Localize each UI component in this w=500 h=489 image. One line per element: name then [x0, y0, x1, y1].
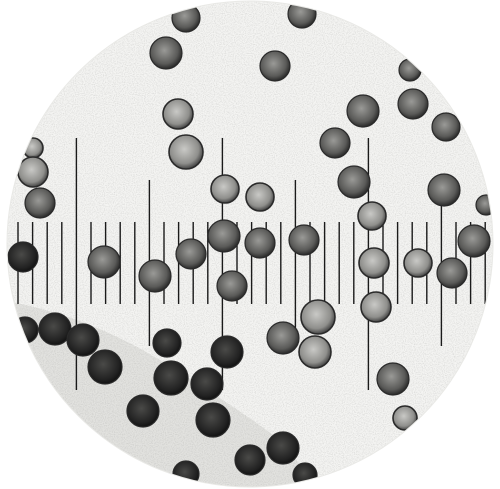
blood-cell: [431, 112, 461, 142]
blood-cell: [22, 137, 44, 159]
blood-cell: [172, 460, 200, 487]
blood-cell: [210, 335, 244, 369]
blood-cell: [266, 431, 300, 465]
blood-cell: [153, 360, 189, 396]
blood-cell: [66, 323, 100, 357]
blood-cell: [162, 98, 194, 130]
blood-cell: [168, 134, 204, 170]
blood-cell: [17, 156, 49, 188]
blood-cell: [266, 321, 300, 355]
blood-cell: [358, 247, 390, 279]
blood-cell: [190, 367, 224, 401]
blood-cell: [427, 173, 461, 207]
blood-cell: [403, 248, 433, 278]
blood-cell: [397, 88, 429, 120]
blood-cell: [149, 36, 183, 70]
blood-cell: [24, 187, 56, 219]
blood-cell: [87, 245, 121, 279]
blood-cell: [244, 227, 276, 259]
blood-cell: [87, 349, 123, 385]
blood-cell: [138, 259, 172, 293]
blood-cell: [346, 94, 380, 128]
blood-cell: [7, 241, 39, 273]
blood-cell: [210, 174, 240, 204]
blood-cell: [337, 165, 371, 199]
blood-cell: [152, 328, 182, 358]
blood-cell: [38, 312, 72, 346]
blood-cell: [259, 50, 291, 82]
blood-cell: [319, 127, 351, 159]
blood-cell: [175, 238, 207, 270]
blood-cell: [245, 182, 275, 212]
blood-cell: [195, 402, 231, 438]
blood-cell: [292, 462, 318, 487]
field-edge: [6, 0, 494, 488]
blood-cell: [216, 270, 248, 302]
blood-cell: [298, 335, 332, 369]
blood-cell: [126, 394, 160, 428]
blood-cell: [360, 291, 392, 323]
blood-cell: [234, 444, 266, 476]
blood-cell: [288, 224, 320, 256]
blood-cell: [457, 224, 491, 258]
blood-cell: [300, 299, 336, 335]
blood-cell: [11, 316, 39, 344]
blood-cell: [357, 201, 387, 231]
blood-cell: [436, 257, 468, 289]
blood-cells: [7, 1, 493, 487]
blood-cell: [207, 219, 241, 253]
blood-cell: [475, 194, 493, 216]
blood-cell: [398, 58, 422, 82]
blood-cell: [392, 405, 418, 431]
blood-cell: [376, 362, 410, 396]
blood-cell: [171, 3, 201, 33]
